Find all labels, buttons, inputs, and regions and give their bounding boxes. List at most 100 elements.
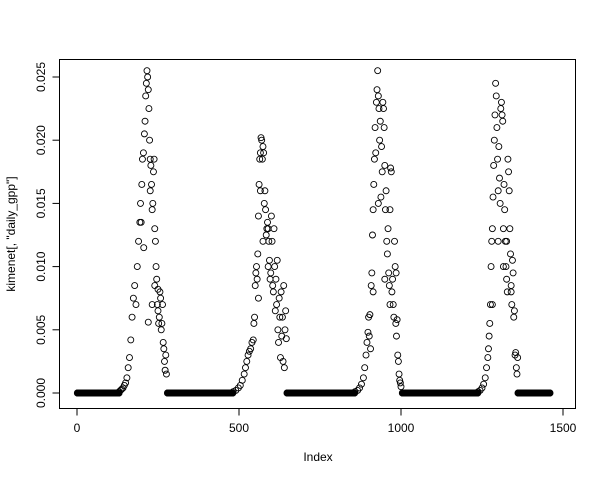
data-point xyxy=(282,307,290,315)
data-point xyxy=(488,237,496,245)
data-point xyxy=(262,206,270,214)
data-point xyxy=(278,313,286,321)
data-point xyxy=(242,364,249,372)
data-point xyxy=(127,336,135,344)
x-tick-label: 1500 xyxy=(550,421,577,435)
y-tick-label: 0.025 xyxy=(34,62,48,92)
data-point xyxy=(508,301,516,308)
data-point xyxy=(492,92,500,100)
data-point xyxy=(161,357,168,365)
x-tick-label: 500 xyxy=(229,421,249,435)
y-tick-label: 0.000 xyxy=(34,378,48,408)
data-point xyxy=(271,263,279,271)
y-tick-label: 0.015 xyxy=(34,188,48,218)
data-point xyxy=(142,79,150,87)
data-point xyxy=(480,380,488,388)
data-point xyxy=(367,282,375,290)
data-point xyxy=(252,269,260,277)
data-point xyxy=(365,332,373,340)
data-point xyxy=(366,311,374,319)
data-point xyxy=(162,351,170,359)
data-point xyxy=(151,282,159,290)
data-point xyxy=(384,225,392,233)
data-point xyxy=(489,193,497,201)
data-point xyxy=(249,336,257,344)
data-point xyxy=(265,237,273,245)
data-point xyxy=(494,237,502,245)
data-point xyxy=(391,237,398,245)
data-point xyxy=(361,364,369,372)
data-point xyxy=(495,143,503,150)
data-point xyxy=(397,383,405,391)
data-point xyxy=(157,326,165,334)
data-point xyxy=(362,351,370,359)
data-point xyxy=(491,111,499,119)
data-point xyxy=(388,288,396,296)
data-point xyxy=(483,364,490,372)
data-point xyxy=(281,326,289,334)
data-point xyxy=(141,117,149,125)
data-point xyxy=(496,174,503,182)
data-point xyxy=(277,288,285,296)
data-point xyxy=(513,370,521,378)
data-point xyxy=(268,237,276,245)
data-point xyxy=(151,237,159,245)
data-point xyxy=(129,294,137,302)
data-point xyxy=(381,206,389,214)
data-point xyxy=(382,187,390,195)
data-point xyxy=(123,374,131,382)
data-point xyxy=(387,168,395,176)
data-point xyxy=(149,199,157,207)
data-point xyxy=(273,301,281,308)
data-point xyxy=(159,301,166,308)
data-point xyxy=(364,328,372,336)
data-point xyxy=(253,275,261,283)
data-point xyxy=(157,294,165,302)
data-point xyxy=(503,275,511,283)
data-point xyxy=(509,256,516,264)
data-point xyxy=(260,199,268,207)
data-point xyxy=(279,357,287,365)
data-point xyxy=(496,199,504,207)
data-point xyxy=(486,320,494,327)
data-point xyxy=(497,98,505,106)
data-point xyxy=(128,313,136,321)
data-point xyxy=(503,288,511,296)
data-point xyxy=(251,313,259,321)
data-point xyxy=(507,250,514,258)
data-point xyxy=(150,155,158,163)
data-point xyxy=(259,237,267,245)
data-point xyxy=(386,301,394,308)
data-point xyxy=(280,364,288,372)
data-point xyxy=(492,79,500,87)
data-point xyxy=(154,307,162,315)
data-point xyxy=(124,364,132,372)
data-point xyxy=(505,187,513,195)
data-point xyxy=(144,86,152,94)
data-point xyxy=(514,354,522,362)
x-tick-label: 1000 xyxy=(388,421,415,435)
data-point xyxy=(370,155,378,163)
data-point xyxy=(258,155,266,163)
data-point xyxy=(498,111,506,119)
data-point xyxy=(261,187,269,195)
data-point xyxy=(122,379,130,387)
data-point xyxy=(507,282,515,290)
data-point xyxy=(383,237,391,245)
plot-box xyxy=(59,59,576,409)
data-point xyxy=(153,275,161,283)
data-point xyxy=(546,389,554,397)
data-point xyxy=(380,124,388,132)
data-point xyxy=(144,318,152,326)
data-point xyxy=(485,345,492,353)
data-point xyxy=(499,117,507,125)
data-point xyxy=(510,313,518,321)
data-point xyxy=(490,162,498,169)
data-point xyxy=(275,294,283,302)
data-point xyxy=(377,193,385,201)
y-tick-label: 0.005 xyxy=(34,314,48,344)
data-point xyxy=(503,237,511,245)
data-point xyxy=(379,98,387,106)
data-point xyxy=(371,124,379,132)
data-point xyxy=(160,345,168,353)
